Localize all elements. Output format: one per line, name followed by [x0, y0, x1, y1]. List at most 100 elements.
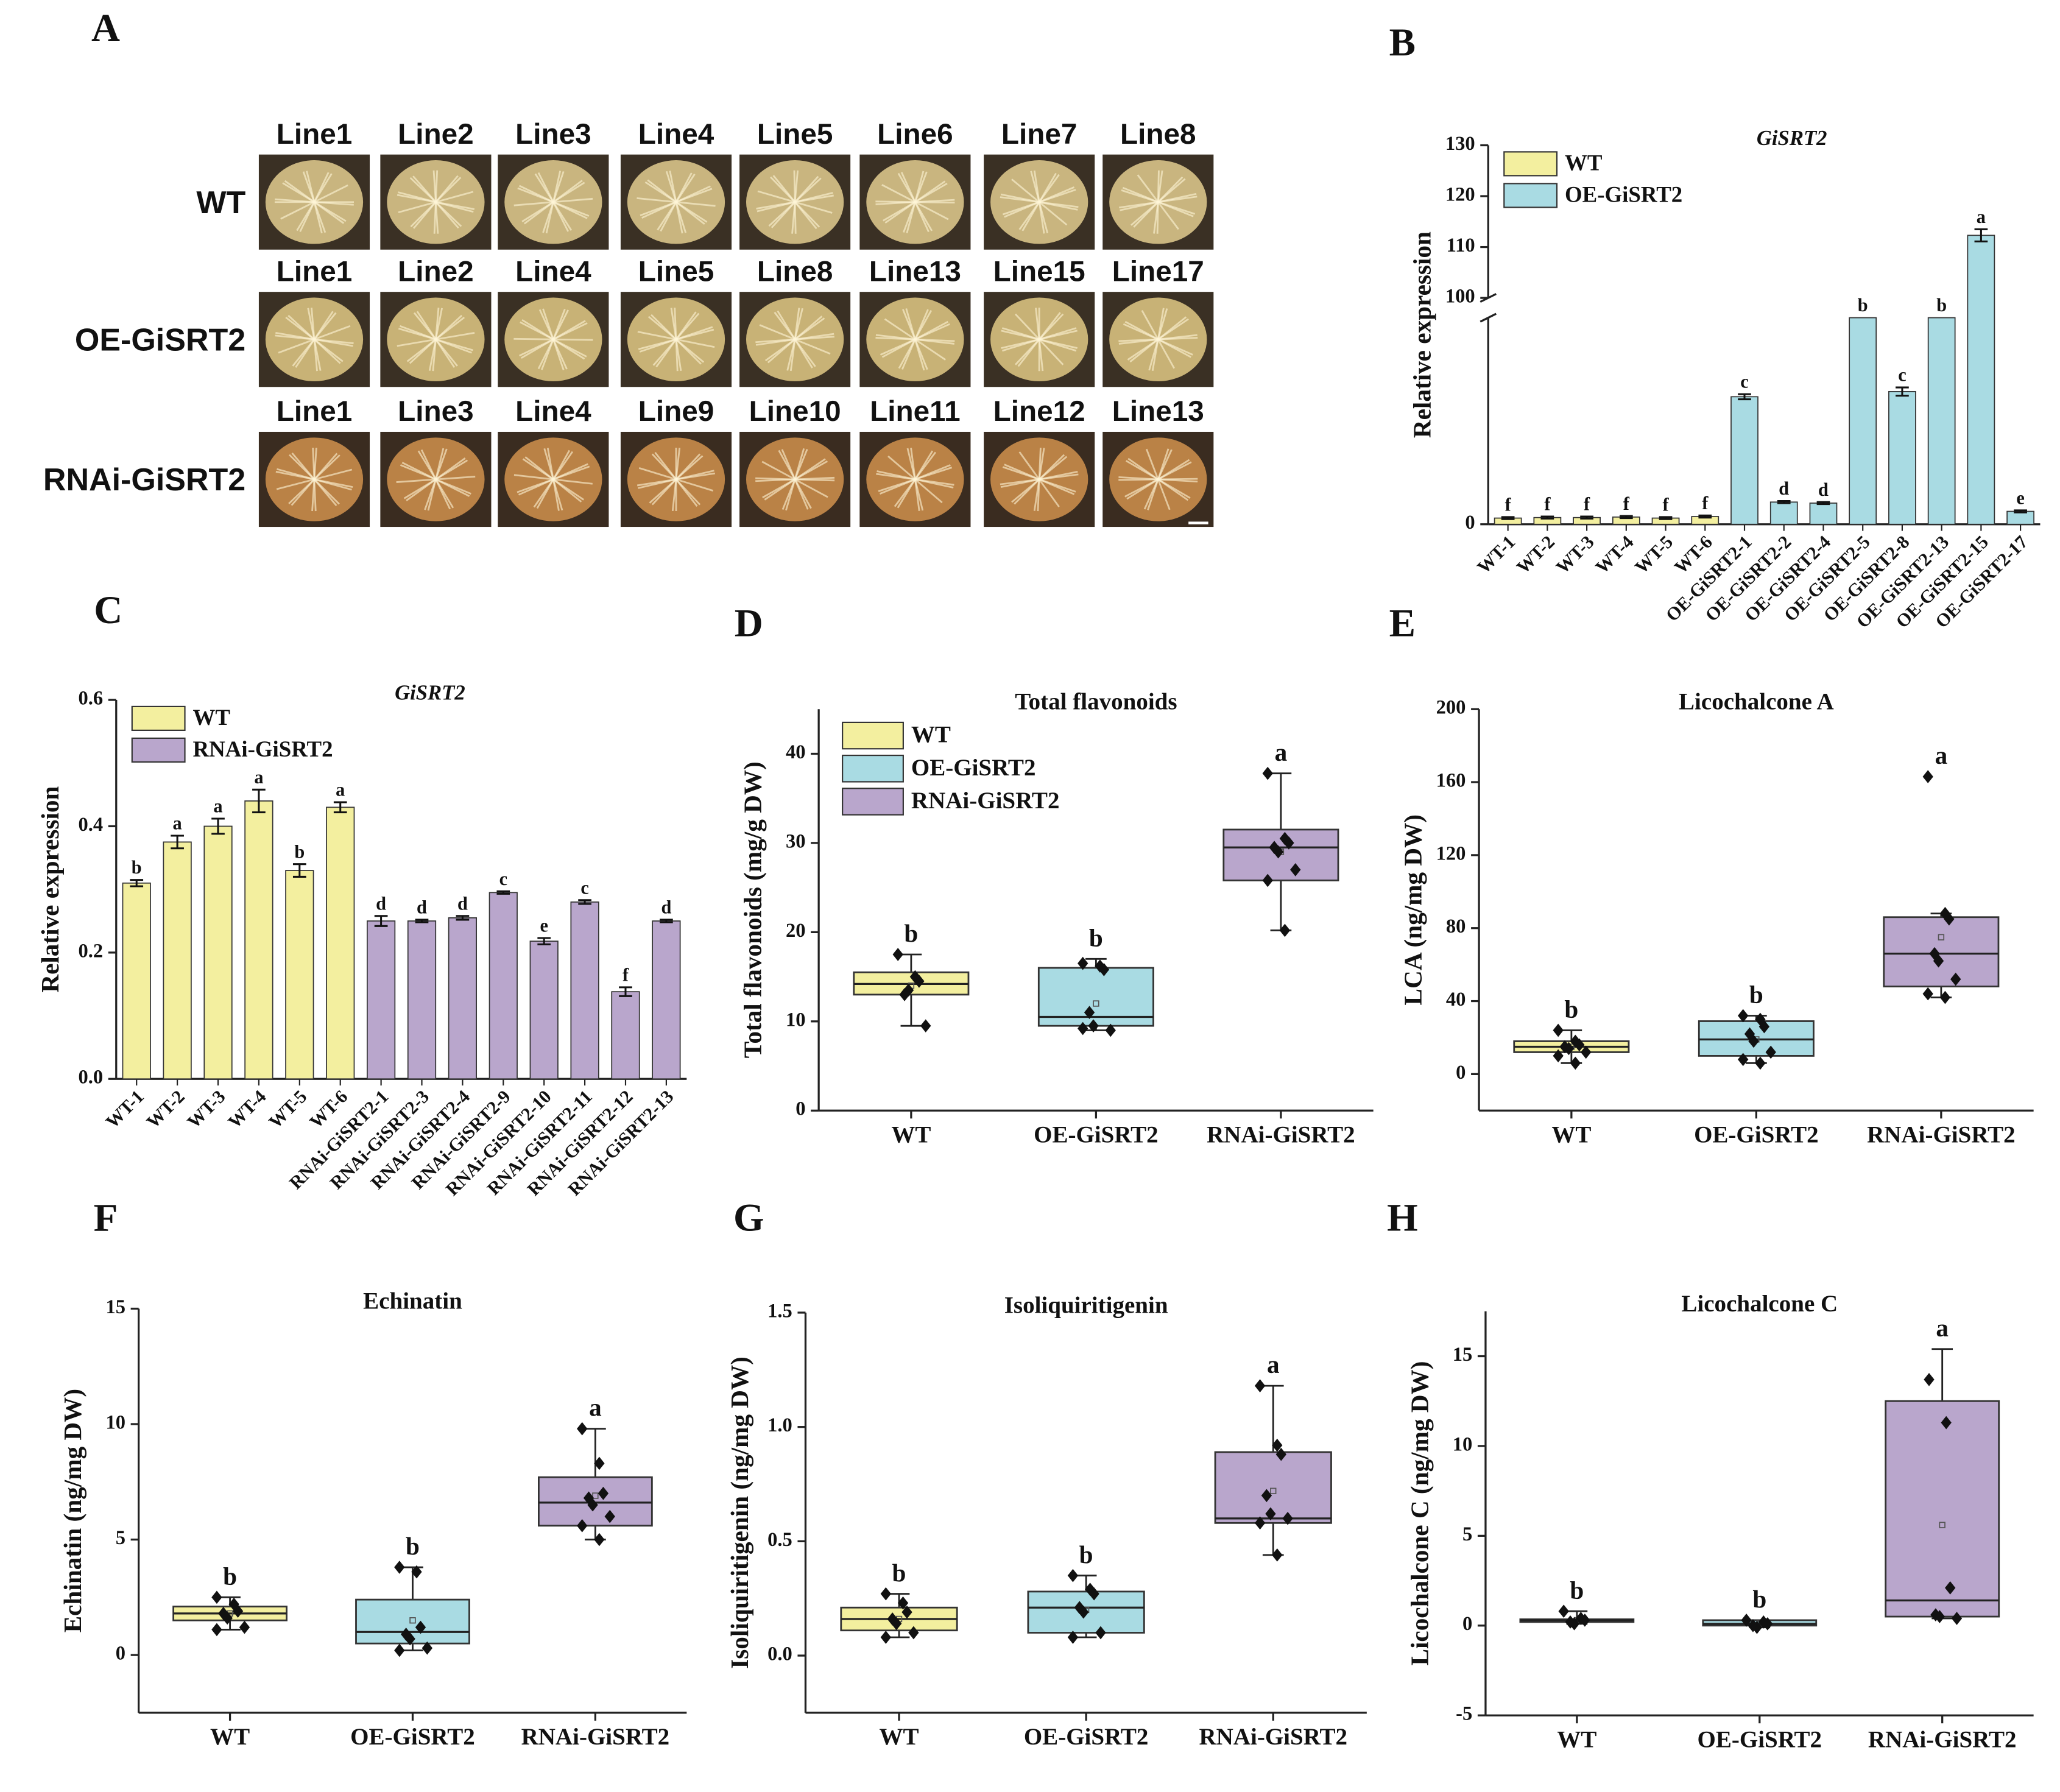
data-point: [1758, 1020, 1770, 1034]
data-point: [1941, 1416, 1952, 1430]
photo-texture: [521, 182, 585, 222]
data-point: [1922, 987, 1933, 1001]
bar: [1730, 396, 1758, 525]
legend-label: RNAi-GiSRT2: [911, 788, 1060, 814]
x-tick-label: WT-3: [183, 1086, 230, 1132]
legend-swatch: [1503, 151, 1558, 177]
legend-swatch: [842, 755, 904, 783]
line-label: Line11: [870, 395, 960, 428]
data-point: [232, 1604, 244, 1618]
box: [1214, 1451, 1332, 1524]
significance-letter: f: [1584, 494, 1590, 515]
data-point: [1084, 1006, 1095, 1020]
x-tick-label: OE-GiSRT2: [350, 1724, 475, 1750]
photo-texture: [875, 334, 954, 345]
data-point: [903, 983, 914, 997]
data-point: [1254, 1516, 1266, 1530]
line-label: Line1: [277, 255, 353, 287]
x-tick-label: WT: [210, 1724, 250, 1750]
line-label: Line17: [1112, 255, 1204, 287]
data-point: [1755, 1056, 1766, 1070]
line-label: Line2: [398, 255, 474, 287]
data-point: [892, 948, 903, 961]
line-label: Line5: [638, 255, 714, 287]
significance-letter: b: [1749, 981, 1763, 1009]
x-tick-label: RNAi-GiSRT2: [1867, 1122, 2016, 1148]
x-tick-label: OE-GiSRT2: [1024, 1724, 1149, 1750]
y-tick-label: 5: [116, 1527, 125, 1549]
bar: [244, 800, 273, 1080]
significance-letter: b: [223, 1562, 237, 1590]
bar: [1967, 235, 1995, 525]
data-point: [1261, 1489, 1272, 1503]
significance-letter: b: [406, 1532, 420, 1560]
row-label: OE-GiSRT2: [75, 322, 245, 358]
line-label: Line8: [1120, 118, 1196, 150]
significance-letter: d: [417, 897, 427, 918]
y-tick-label: 160: [1436, 770, 1466, 792]
x-tick-label: WT-4: [1592, 532, 1638, 578]
significance-letter: b: [1858, 295, 1868, 316]
line-label: Line1: [277, 395, 353, 428]
line-label: Line4: [638, 118, 714, 150]
box: [538, 1476, 653, 1527]
y-tick-label: 0.0: [767, 1643, 792, 1665]
line-label: Line5: [757, 118, 833, 150]
line-label: Line10: [749, 395, 841, 428]
significance-letter: e: [540, 915, 548, 936]
line-label: Line7: [1001, 118, 1078, 150]
y-tick-label: 0.2: [78, 940, 103, 962]
data-point: [1738, 1053, 1749, 1067]
significance-letter: c: [1740, 372, 1748, 392]
x-tick-label: WT: [879, 1724, 919, 1750]
data-point: [1934, 1610, 1945, 1623]
legend-swatch: [842, 721, 904, 750]
line-label: Line12: [993, 395, 1085, 428]
significance-letter: d: [661, 897, 671, 918]
x-tick-label: WT: [1557, 1727, 1596, 1753]
axis-break-mark: [1480, 312, 1497, 323]
data-point: [1067, 1631, 1079, 1644]
data-point: [1563, 1042, 1575, 1056]
data-point: [394, 1643, 405, 1657]
y-tick-label: 1.0: [767, 1414, 792, 1436]
y-tick-label: 120: [1436, 842, 1466, 864]
data-point: [1558, 1604, 1569, 1618]
data-point: [211, 1623, 222, 1637]
data-point: [1078, 956, 1088, 970]
chart-title: Total flavonoids: [1015, 689, 1177, 715]
significance-letter: d: [1818, 479, 1829, 500]
data-point: [1105, 1023, 1116, 1037]
bar: [1809, 503, 1838, 525]
data-point: [1748, 1034, 1759, 1048]
data-point: [577, 1519, 588, 1533]
significance-letter: e: [2016, 487, 2024, 508]
bar: [407, 920, 437, 1080]
bar: [489, 892, 518, 1080]
bar: [285, 870, 314, 1080]
data-point: [1762, 1617, 1773, 1631]
x-tick-label: WT-4: [224, 1086, 270, 1132]
significance-letter: a: [254, 767, 263, 788]
data-point: [1272, 1438, 1283, 1452]
chart-title: Licochalcone A: [1679, 689, 1834, 715]
data-point: [1568, 1617, 1580, 1631]
data-point: [594, 1456, 605, 1470]
significance-letter: b: [1752, 1585, 1766, 1613]
data-point: [914, 975, 925, 988]
mean: [409, 1617, 416, 1624]
y-tick-label: 120: [1445, 184, 1475, 206]
photo-texture: [517, 465, 590, 493]
significance-letter: f: [623, 965, 629, 986]
data-point: [1553, 1023, 1564, 1037]
significance-letter: c: [1898, 365, 1906, 386]
data-point: [415, 1620, 426, 1634]
significance-letter: f: [1505, 494, 1512, 515]
data-point: [594, 1533, 605, 1547]
line-label: Line8: [757, 255, 833, 287]
data-point: [897, 1596, 909, 1610]
line-label: Line4: [515, 395, 591, 428]
significance-letter: d: [1779, 478, 1789, 499]
significance-letter: d: [457, 893, 468, 914]
